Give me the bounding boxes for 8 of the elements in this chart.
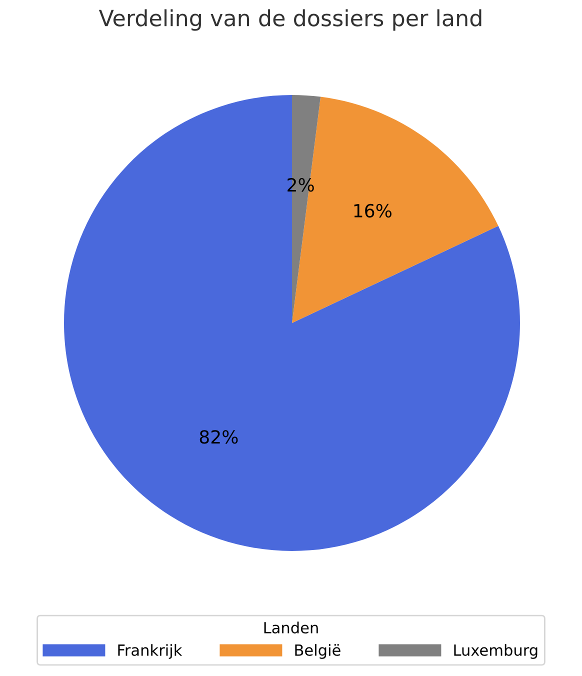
legend-label: Luxemburg bbox=[454, 644, 538, 659]
pie-slice bbox=[64, 95, 520, 551]
chart-title: Verdeling van de dossiers per land bbox=[98, 9, 482, 31]
data-label: 16% bbox=[354, 204, 392, 218]
legend-title: Landen bbox=[264, 622, 318, 634]
legend-label: België bbox=[295, 644, 340, 659]
legend-label: Frankrijk bbox=[118, 644, 182, 659]
data-label: 82% bbox=[200, 430, 238, 444]
